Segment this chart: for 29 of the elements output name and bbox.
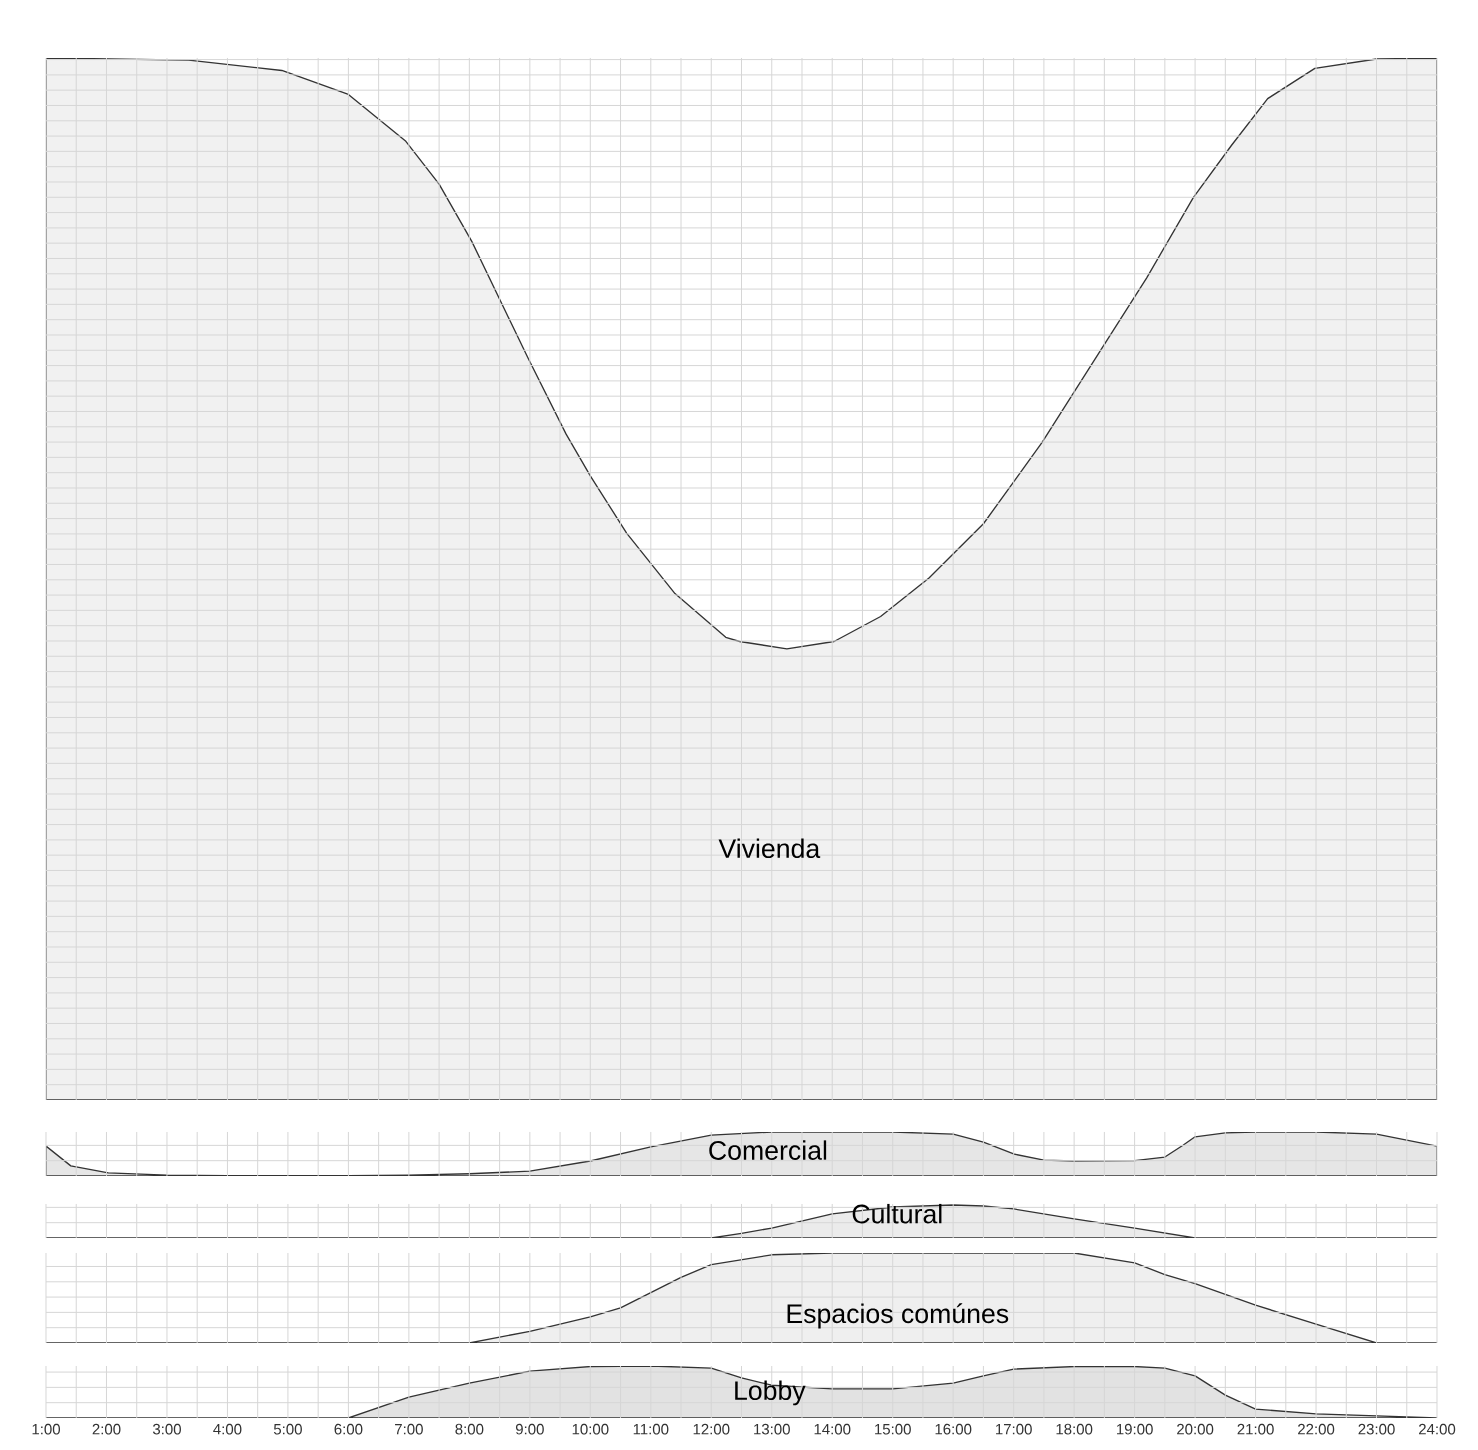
chart-title: Cultural bbox=[852, 1203, 942, 1224]
x-tick-label: 9:00 bbox=[515, 1423, 544, 1435]
x-tick-label: 6:00 bbox=[334, 1423, 363, 1435]
x-tick-label: 17:00 bbox=[996, 1423, 1032, 1435]
x-tick-label: 4:00 bbox=[213, 1423, 242, 1435]
x-tick-label: 20:00 bbox=[1177, 1423, 1214, 1435]
x-tick-label: 10:00 bbox=[572, 1423, 609, 1435]
x-tick-label: 5:00 bbox=[273, 1423, 302, 1435]
text: Espacios comúnes bbox=[787, 1303, 1009, 1329]
x-tick-label: 24:00 bbox=[1419, 1423, 1456, 1435]
x-tick-label: 19:00 bbox=[1117, 1423, 1153, 1435]
x-tick-label: 16:00 bbox=[935, 1423, 972, 1435]
x-tick-label: 2:00 bbox=[92, 1423, 121, 1435]
x-tick-label: 1:00 bbox=[32, 1423, 61, 1435]
x-tick-label: 11:00 bbox=[633, 1423, 669, 1435]
x-tick-label: 7:00 bbox=[395, 1423, 423, 1435]
x-tick-label: 23:00 bbox=[1358, 1423, 1395, 1435]
x-tick-label: 13:00 bbox=[754, 1423, 790, 1435]
text: Lobby bbox=[735, 1380, 806, 1406]
x-tick-label: 12:00 bbox=[693, 1423, 730, 1435]
x-tick-label: 21:00 bbox=[1237, 1423, 1274, 1435]
x-tick-label: 14:00 bbox=[814, 1423, 851, 1435]
x-tick-label: 3:00 bbox=[152, 1423, 181, 1435]
x-tick-label: 15:00 bbox=[875, 1423, 911, 1435]
chart-title: Comercial bbox=[709, 1140, 827, 1160]
x-tick-label: 22:00 bbox=[1298, 1423, 1335, 1435]
text: Vivienda bbox=[718, 838, 821, 859]
x-tick-label: 18:00 bbox=[1056, 1423, 1093, 1435]
x-tick-label: 8:00 bbox=[455, 1423, 484, 1435]
